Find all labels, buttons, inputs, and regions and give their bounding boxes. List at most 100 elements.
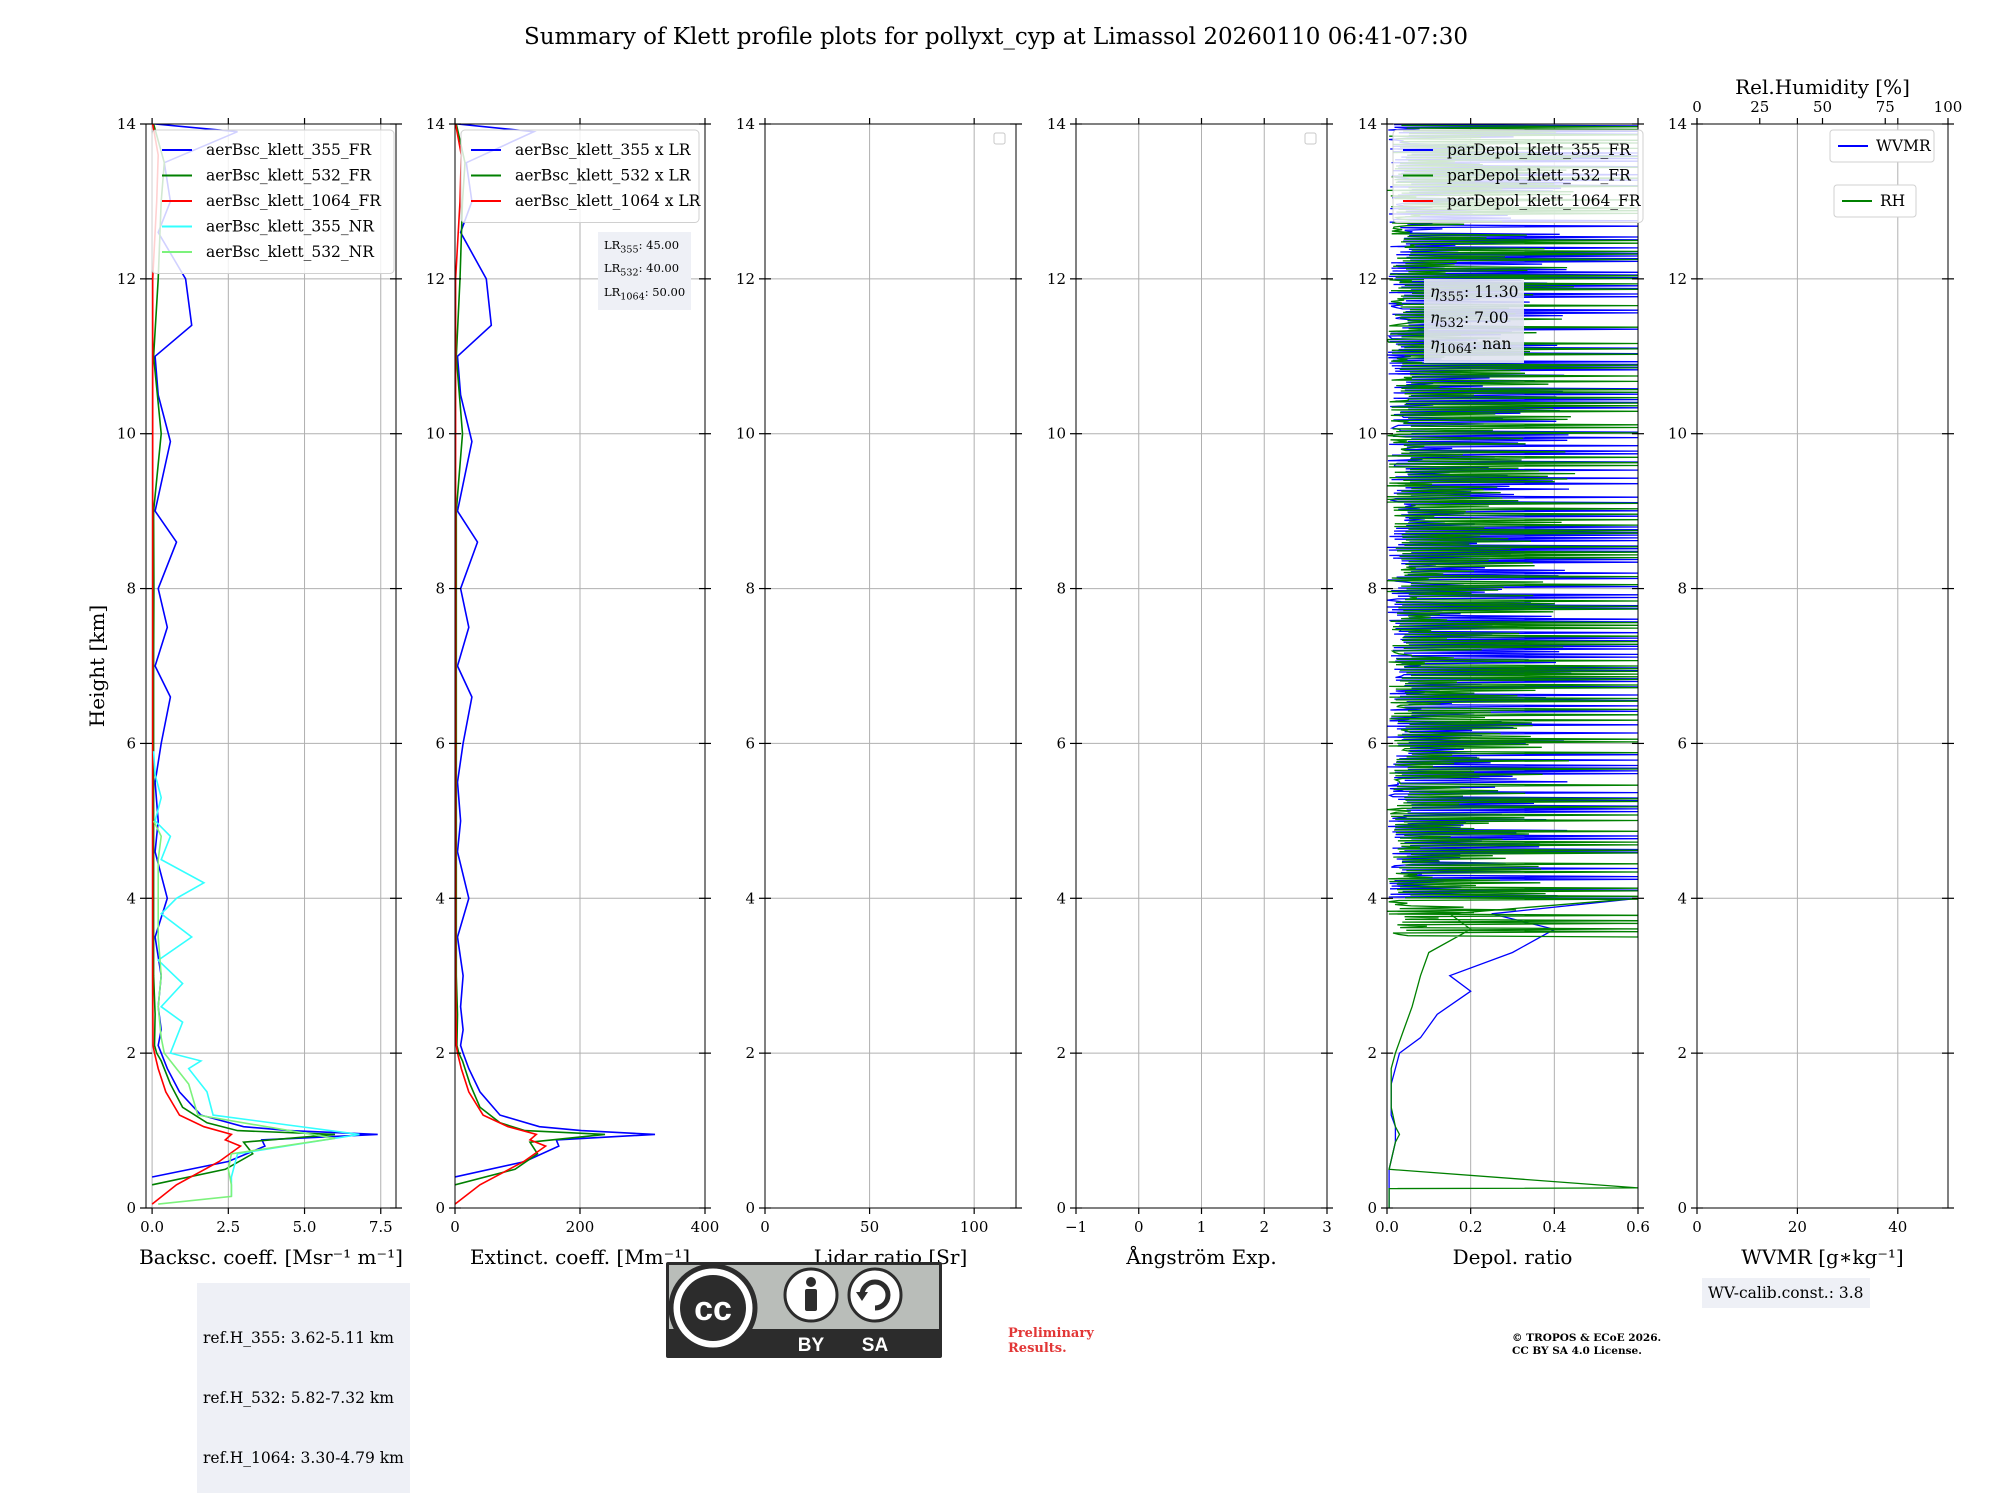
legend-label: aerBsc_klett_355_FR — [206, 141, 372, 159]
ytick-label: 8 — [126, 580, 136, 598]
ytick-label: 12 — [736, 270, 755, 288]
preliminary-line-1: Preliminary — [1008, 1326, 1094, 1341]
figure-title: Summary of Klett profile plots for polly… — [524, 24, 1468, 50]
wv-calib-box: WV-calib.const.: 3.8 — [1702, 1278, 1870, 1308]
legend-label: aerBsc_klett_532_NR — [206, 243, 375, 261]
ytick-label: 12 — [117, 270, 136, 288]
series-line-aerBsc_klett_1064_FR — [151, 124, 243, 1205]
ytick-label: 4 — [1056, 889, 1066, 907]
xtick-label: 50 — [860, 1218, 879, 1236]
xtick-top-label: 0 — [1692, 98, 1702, 116]
series-group — [1387, 124, 1638, 1208]
x-axis-label: Ångström Exp. — [1125, 1244, 1276, 1269]
ytick-label: 8 — [435, 580, 445, 598]
ref-height-1064: ref.H_1064: 3.30-4.79 km — [203, 1449, 404, 1467]
preliminary-line-2: Results. — [1008, 1341, 1067, 1356]
ytick-label: 12 — [426, 270, 445, 288]
eta-box: η355: 11.30 η532: 7.00 η1064: nan — [1424, 279, 1525, 364]
ytick-label: 6 — [1677, 734, 1687, 752]
ytick-label: 10 — [426, 425, 445, 443]
ytick-label: 2 — [126, 1044, 136, 1062]
series-line-aerBsc_klett_1064 x LR — [455, 124, 548, 1205]
cc-icon-inner — [680, 1275, 746, 1341]
legend-label: aerBsc_klett_532_FR — [206, 167, 372, 185]
ytick-label: 4 — [1367, 889, 1377, 907]
legend: WVMR RH — [1829, 129, 1935, 218]
figure-canvas: Summary of Klett profile plots for polly… — [85, 24, 1962, 1269]
ytick-label: 4 — [435, 889, 445, 907]
lidar-ratio-box: LR355: 45.00 LR532: 40.00 LR1064: 50.00 — [598, 232, 692, 310]
ytick-label: 2 — [435, 1044, 445, 1062]
xtick-label: 0 — [1692, 1218, 1702, 1236]
ref-height-532: ref.H_532: 5.82-7.32 km — [203, 1389, 394, 1407]
ytick-label: 12 — [1668, 270, 1687, 288]
copyright-line-1: © TROPOS & ECoE 2026. — [1512, 1332, 1662, 1344]
empty-legend-marker — [993, 132, 1006, 145]
series-line-parDepol_klett_532_FR — [1387, 124, 1638, 1208]
xtick-label: 0.4 — [1542, 1218, 1566, 1236]
series-line-aerBsc_klett_532 x LR — [455, 124, 606, 1186]
ytick-label: 6 — [1056, 734, 1066, 752]
xtick-label: 0 — [760, 1218, 770, 1236]
ytick-label: 14 — [426, 115, 445, 133]
ytick-label: 8 — [1056, 580, 1066, 598]
legend-label: RH — [1880, 192, 1905, 210]
legend-label: WVMR — [1876, 137, 1932, 155]
ytick-label: 8 — [1367, 580, 1377, 598]
ytick-label: 0 — [126, 1199, 136, 1217]
ytick-label: 8 — [1677, 580, 1687, 598]
axes-frame — [764, 123, 1017, 1209]
by-text: BY — [798, 1335, 825, 1356]
ytick-label: 2 — [1677, 1044, 1687, 1062]
xtick-label: 0 — [1134, 1218, 1144, 1236]
ytick-label: 14 — [117, 115, 136, 133]
ytick-label: 10 — [1047, 425, 1066, 443]
ytick-label: 0 — [1056, 1199, 1066, 1217]
eta-532: η532: 7.00 — [1430, 309, 1509, 332]
ytick-label: 2 — [1367, 1044, 1377, 1062]
ytick-label: 4 — [126, 889, 136, 907]
legend: aerBsc_klett_355 x LR aerBsc_klett_532 x … — [460, 129, 702, 223]
legend-label: aerBsc_klett_532 x LR — [515, 167, 692, 185]
legend-label: parDepol_klett_355_FR — [1447, 141, 1632, 159]
ytick-label: 0 — [745, 1199, 755, 1217]
axes-frame — [1696, 123, 1949, 1209]
xtick-label: 20 — [1788, 1218, 1807, 1236]
ytick-label: 14 — [736, 115, 755, 133]
ytick-label: 6 — [126, 734, 136, 752]
ytick-label: 0 — [435, 1199, 445, 1217]
ytick-label: 8 — [745, 580, 755, 598]
xtick-label: 7.5 — [369, 1218, 393, 1236]
lr-355: LR355: 45.00 — [604, 238, 680, 256]
legend: parDepol_klett_355_FR parDepol_klett_532_… — [1392, 129, 1644, 223]
xtick-label: 100 — [960, 1218, 989, 1236]
reference-height-box: ref.H_355: 3.62-5.11 km ref.H_532: 5.82-… — [197, 1283, 410, 1493]
panel-depolarization: 0 2 4 6 8 10 12 14 0.0 0.2 0.4 0.6 Depol. ratio parDe… — [1358, 115, 1650, 1269]
cc-text: cc — [694, 1290, 732, 1328]
x-axis-top-label: Rel.Humidity [%] — [1735, 75, 1910, 99]
eta-1064: η1064: nan — [1430, 335, 1512, 358]
legend-label: parDepol_klett_1064_FR — [1447, 192, 1642, 210]
copyright-note: © TROPOS & ECoE 2026. CC BY SA 4.0 Licen… — [1512, 1332, 1661, 1358]
ref-height-355: ref.H_355: 3.62-5.11 km — [203, 1329, 394, 1347]
legend-label: aerBsc_klett_355 x LR — [515, 141, 692, 159]
y-axis-label: Height [km] — [85, 605, 109, 727]
axes-frame — [145, 123, 397, 1209]
series-line-aerBsc_klett_355 x LR — [455, 124, 656, 1178]
sa-icon-arc — [859, 1279, 891, 1311]
x-axis-label: Depol. ratio — [1453, 1245, 1573, 1269]
xtick-top-label: 25 — [1750, 98, 1769, 116]
sa-icon-arrow — [856, 1292, 868, 1301]
ytick-label: 12 — [1047, 270, 1066, 288]
ytick-label: 4 — [1677, 889, 1687, 907]
series-line-aerBsc_klett_355_NR — [152, 751, 360, 1197]
xtick-label: 0.2 — [1459, 1218, 1483, 1236]
xtick-label: −1 — [1065, 1218, 1087, 1236]
legend: aerBsc_klett_355_FR aerBsc_klett_532_FRae… — [151, 129, 395, 274]
ytick-label: 10 — [1668, 425, 1687, 443]
legend-frame — [1392, 129, 1644, 223]
series-line-aerBsc_klett_532_NR — [152, 820, 336, 1205]
